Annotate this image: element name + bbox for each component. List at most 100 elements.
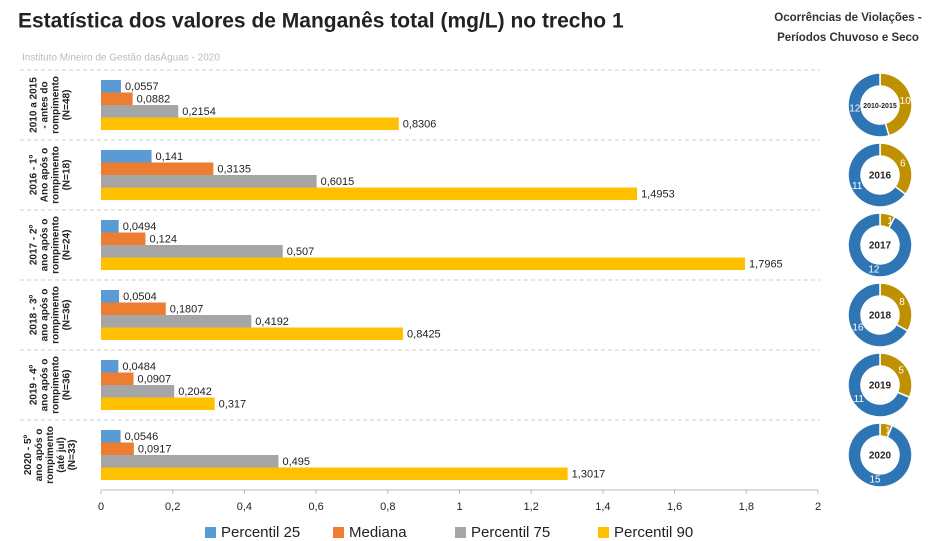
- category-label-group: 2019 - 4ºano após orompimento(N=36): [28, 356, 72, 414]
- x-tick-label: 1,8: [739, 501, 754, 513]
- category-label-group: 2016 - 1ºAno após orompimento(N=18): [28, 146, 72, 204]
- donut-value-label: 1: [887, 216, 893, 227]
- donut-value-label: 15: [869, 475, 881, 486]
- bar: [101, 232, 146, 245]
- x-tick-label: 1: [456, 501, 462, 513]
- x-tick-label: 0,2: [165, 501, 180, 513]
- value-label: 0,0504: [123, 291, 157, 303]
- value-label: 0,2042: [178, 386, 212, 398]
- value-label: 0,4192: [255, 316, 289, 328]
- value-label: 0,1807: [170, 304, 204, 316]
- value-label: 0,141: [156, 151, 184, 163]
- category-label: 2020 - 5ºano após orompimento(até jul)(N…: [23, 426, 78, 484]
- x-tick-label: 0,8: [380, 501, 395, 513]
- donut-value-label: 1: [885, 425, 891, 436]
- value-label: 0,8306: [403, 119, 437, 131]
- bar: [101, 442, 134, 455]
- chart-title: Estatística dos valores de Manganês tota…: [18, 10, 624, 33]
- legend-label: Percentil 25: [221, 524, 300, 541]
- bar: [101, 385, 175, 398]
- bar: [101, 80, 121, 93]
- donut-value-label: 6: [900, 158, 906, 169]
- donut-segment: [847, 212, 913, 278]
- category-label: 2017 - 2ºano após orompimento(N=24): [28, 216, 72, 274]
- bar: [101, 315, 252, 328]
- value-label: 0,0882: [137, 94, 171, 106]
- donut-value-label: 5: [898, 365, 904, 376]
- bar: [101, 92, 133, 105]
- legend-label: Percentil 75: [471, 524, 550, 541]
- donut-segment: [847, 282, 909, 348]
- legend-swatch: [205, 527, 216, 538]
- donut-segment: [847, 142, 907, 208]
- donut-center-label: 2016: [869, 171, 892, 182]
- donut-center-label: 2017: [869, 241, 892, 252]
- value-label: 0,3135: [217, 164, 251, 176]
- x-tick-label: 1,4: [595, 501, 610, 513]
- value-label: 0,0494: [123, 221, 157, 233]
- donut-value-label: 8: [899, 297, 905, 308]
- category-label-group: 2020 - 5ºano após orompimento(até jul)(N…: [23, 426, 78, 484]
- bar: [101, 455, 279, 468]
- value-label: 0,0557: [125, 81, 159, 93]
- value-label: 0,0484: [122, 361, 156, 373]
- x-tick-label: 0,6: [308, 501, 323, 513]
- x-tick-label: 0,4: [237, 501, 252, 513]
- bar: [101, 162, 214, 175]
- legend-swatch: [455, 527, 466, 538]
- value-label: 0,0907: [138, 374, 172, 386]
- x-tick-label: 0: [98, 501, 104, 513]
- bar: [101, 150, 152, 163]
- x-tick-label: 1,2: [524, 501, 539, 513]
- donut-value-label: 11: [854, 394, 865, 405]
- value-label: 1,3017: [572, 469, 606, 481]
- legend-swatch: [333, 527, 344, 538]
- donut-value-label: 12: [849, 103, 861, 114]
- category-label-group: 2010 a 2015- antes dorompimento(N=48): [28, 76, 72, 134]
- bar: [101, 257, 746, 270]
- donut-value-label: 12: [868, 264, 880, 275]
- value-label: 0,124: [149, 234, 177, 246]
- value-label: 0,317: [219, 399, 247, 411]
- category-label: 2019 - 4ºano após orompimento(N=36): [28, 356, 72, 414]
- chart-subtitle: Instituto Mineiro de Gestão dasÁguas - 2…: [22, 51, 220, 64]
- bar: [101, 117, 399, 130]
- category-label: 2018 - 3ºano após orompimento(N=36): [28, 286, 72, 344]
- bar: [101, 430, 121, 443]
- category-label: 2010 a 2015- antes dorompimento(N=48): [28, 76, 72, 134]
- legend-label: Mediana: [349, 524, 407, 541]
- bar: [101, 360, 119, 373]
- value-label: 0,6015: [321, 176, 355, 188]
- donut-title: Ocorrências de Violações -Períodos Chuvo…: [774, 12, 922, 44]
- donut-segment: [879, 72, 913, 137]
- donut-segment: [847, 422, 913, 488]
- value-label: 0,507: [287, 246, 315, 258]
- value-label: 1,7965: [749, 259, 783, 271]
- bar: [101, 327, 404, 340]
- donut-segment: [847, 72, 890, 138]
- donut-center-label: 2019: [869, 381, 892, 392]
- value-label: 0,0917: [138, 444, 172, 456]
- category-label-group: 2017 - 2ºano após orompimento(N=24): [28, 216, 72, 274]
- bar: [101, 187, 638, 200]
- bar: [101, 220, 119, 233]
- bar: [101, 175, 317, 188]
- donut-center-label: 2010-2015: [863, 103, 897, 110]
- bar: [101, 372, 134, 385]
- legend-label: Percentil 90: [614, 524, 693, 541]
- donut-center-label: 2018: [869, 311, 892, 322]
- value-label: 1,4953: [641, 189, 675, 201]
- bar: [101, 290, 120, 303]
- donut-segment: [847, 352, 911, 418]
- donut-value-label: 11: [852, 181, 863, 192]
- bar: [101, 302, 166, 315]
- bar: [101, 105, 179, 118]
- x-tick-label: 2: [815, 501, 821, 513]
- value-label: 0,495: [282, 456, 310, 468]
- donut-center-label: 2020: [869, 451, 892, 462]
- bar: [101, 467, 568, 480]
- bar: [101, 245, 283, 258]
- x-tick-label: 1,6: [667, 501, 682, 513]
- category-label-group: 2018 - 3ºano após orompimento(N=36): [28, 286, 72, 344]
- donut-value-label: 10: [900, 96, 912, 107]
